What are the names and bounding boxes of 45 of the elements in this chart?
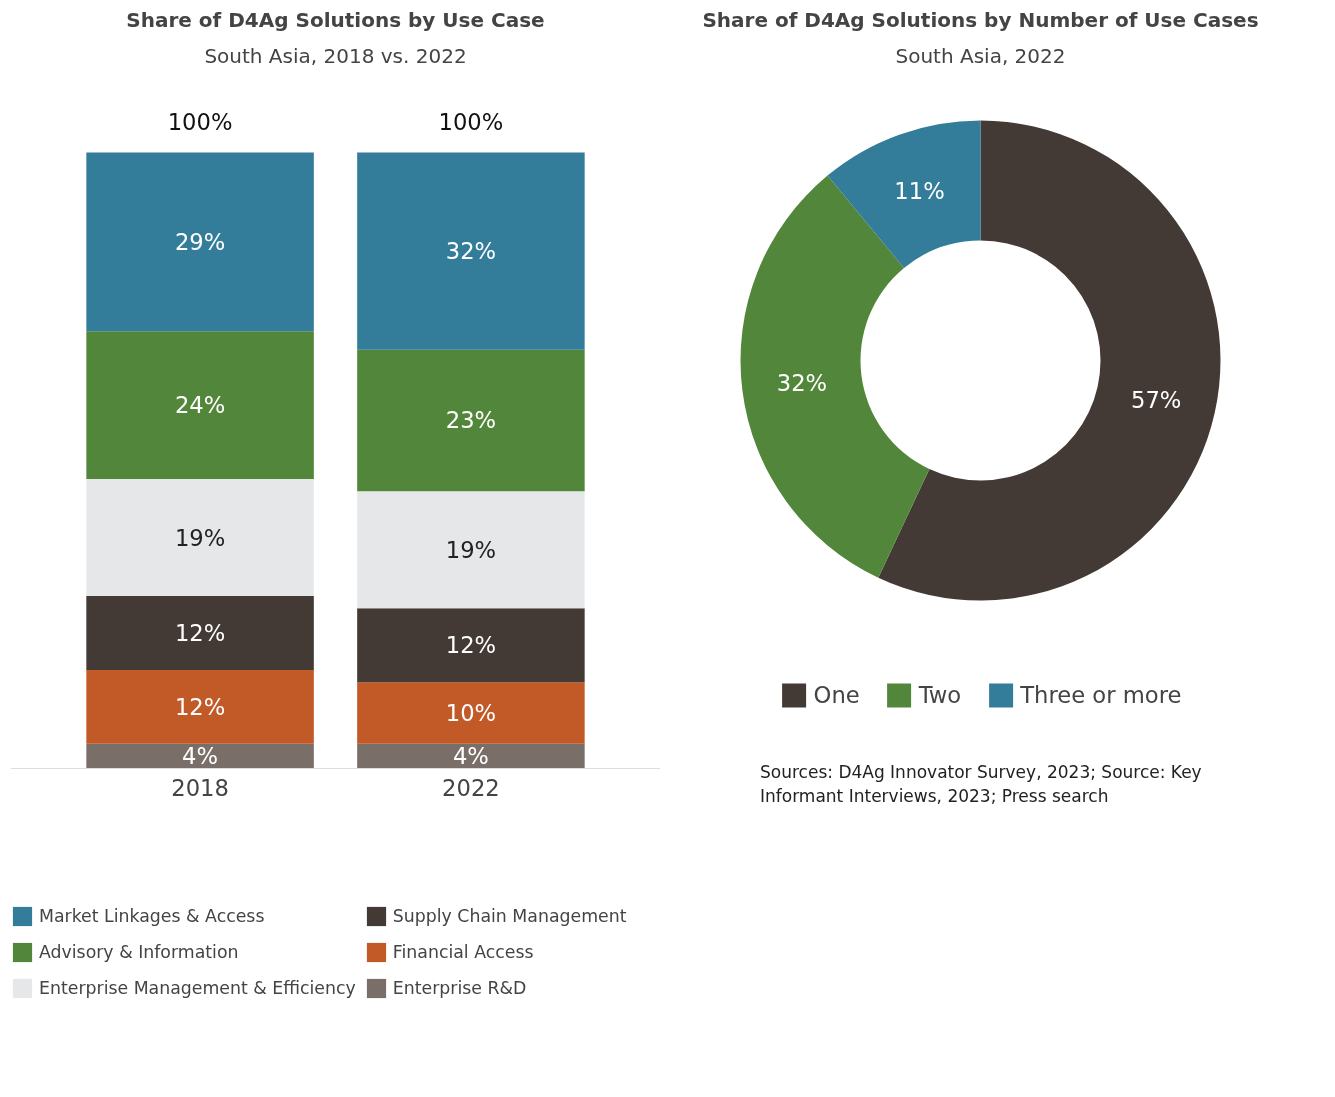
x-tick-label: 2022 — [442, 775, 500, 802]
legend-label: Financial Access — [392, 941, 534, 964]
legend-label: Enterprise Management & Efficiency — [39, 977, 356, 1000]
x-tick-label: 2018 — [171, 775, 229, 802]
legend-label: Advisory & Information — [39, 941, 239, 964]
bar — [357, 682, 585, 744]
legend-label: Enterprise R&D — [392, 977, 527, 1000]
legend-label: Market Linkages & Access — [39, 905, 265, 928]
data-label: 19% — [445, 536, 497, 563]
data-label: 23% — [445, 407, 497, 434]
legend-label: Three or more — [1020, 682, 1182, 708]
legend-label: Two — [918, 682, 962, 708]
bar — [86, 331, 314, 479]
source-note: Sources: D4Ag Innovator Survey, 2023; Source: Key Informant Interviews, 2023; Press search — [760, 761, 1203, 809]
bar — [86, 478, 314, 597]
bar — [86, 743, 314, 769]
bar — [357, 152, 585, 350]
total-label: 100% — [167, 108, 233, 135]
chart-subtitle: South Asia, 2018 vs. 2022 — [204, 43, 467, 68]
data-label: 11% — [894, 178, 945, 205]
legend-label: Supply Chain Management — [392, 905, 627, 928]
chart-subtitle: South Asia, 2022 — [895, 43, 1066, 68]
data-label: 32% — [445, 238, 497, 265]
bar — [357, 608, 585, 683]
bar — [357, 743, 585, 769]
total-label: 100% — [438, 108, 504, 135]
bar — [86, 152, 314, 332]
bar — [357, 491, 585, 609]
data-label: 32% — [776, 370, 828, 397]
data-label: 24% — [174, 392, 226, 419]
data-label: 4% — [452, 743, 489, 770]
bar — [86, 669, 314, 744]
bar — [357, 349, 585, 492]
chart-title: Share of D4Ag Solutions by Number of Use Cases — [702, 7, 1259, 32]
legend-label: One — [813, 682, 860, 708]
data-label: 12% — [174, 693, 226, 720]
chart-title: Share of D4Ag Solutions by Use Case — [126, 7, 545, 32]
data-label: 12% — [445, 632, 497, 659]
data-label: 29% — [174, 228, 226, 255]
data-label: 4% — [182, 743, 219, 770]
data-label: 57% — [1130, 386, 1182, 413]
data-label: 19% — [174, 524, 226, 551]
bar — [86, 596, 314, 670]
data-label: 12% — [174, 619, 226, 646]
data-label: 10% — [445, 700, 497, 727]
